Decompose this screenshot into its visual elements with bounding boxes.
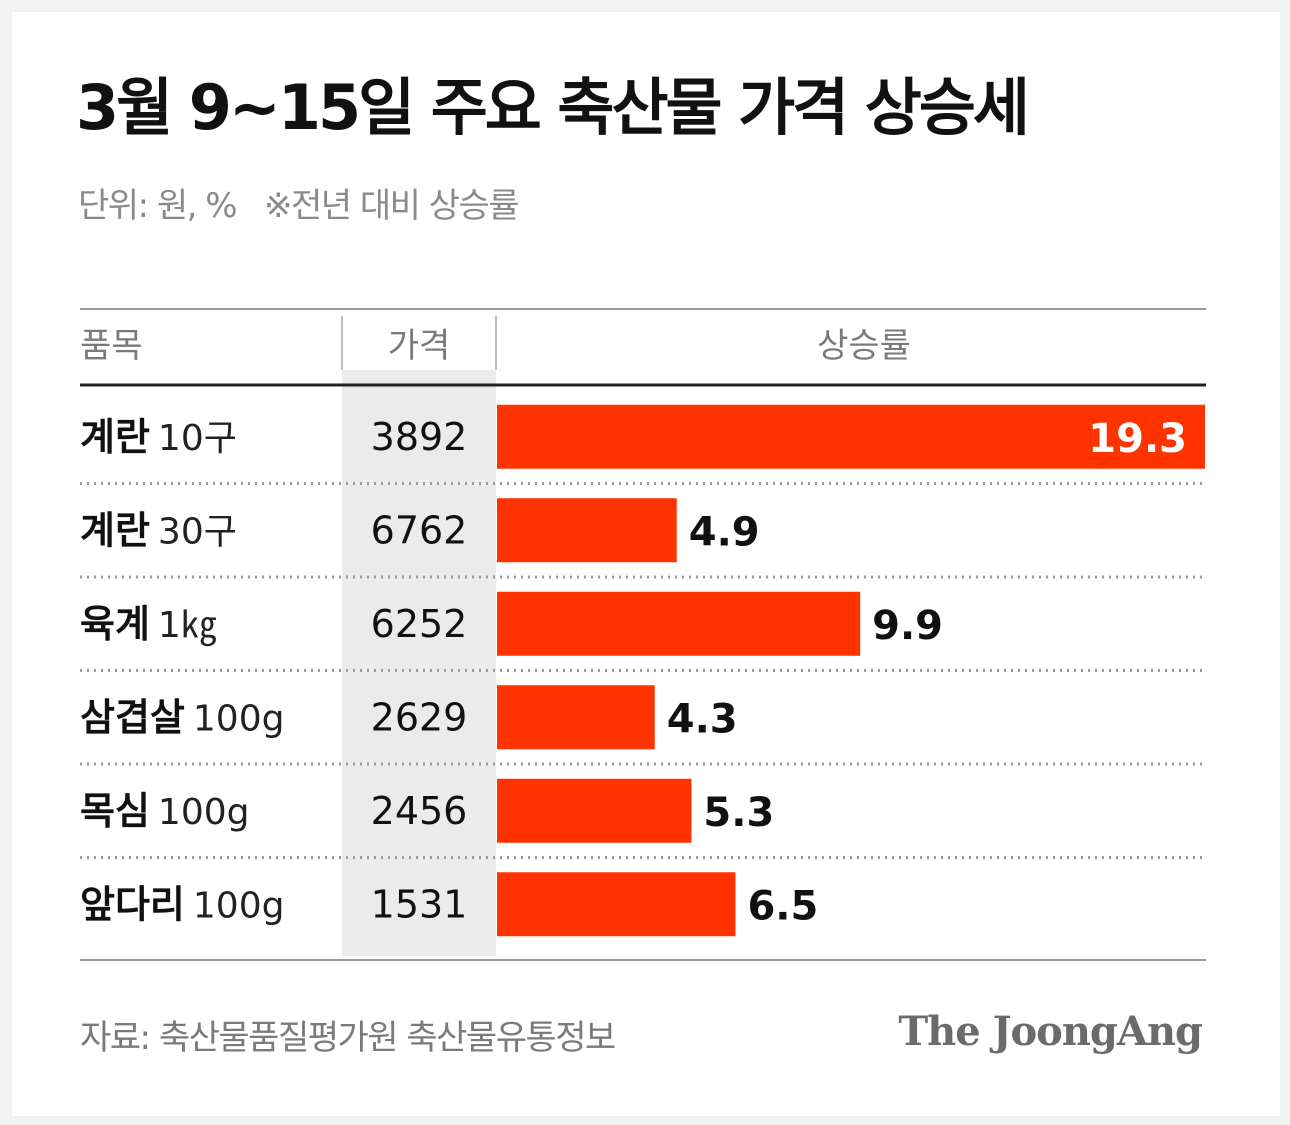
row-label: 육계 1㎏ — [80, 602, 217, 646]
rate-label: 5.3 — [703, 790, 774, 836]
rate-label: 9.9 — [872, 603, 943, 649]
rate-bar — [497, 778, 692, 843]
unit-line: 단위: 원, % ※전년 대비 상승률 — [78, 178, 520, 227]
row-name: 목심 — [80, 789, 150, 833]
rate-label: 4.9 — [689, 509, 760, 555]
row-label: 목심 100g — [80, 789, 250, 833]
row-name: 앞다리 — [80, 882, 185, 926]
chart-title: 3월 9~15일 주요 축산물 가격 상승세 — [76, 71, 1030, 144]
rate-bar — [497, 591, 861, 656]
row-name: 계란 — [80, 415, 150, 459]
row-spec: 100g — [193, 885, 285, 926]
source-note: 자료: 축산물품질평가원 축산물유통정보 — [80, 1018, 616, 1058]
row-name: 삼겹살 — [80, 695, 185, 739]
row-name: 육계 — [80, 602, 150, 646]
comparison-note: ※전년 대비 상승률 — [264, 186, 520, 226]
unit-note: 단위: 원, % — [78, 186, 238, 226]
header-price: 가격 — [388, 326, 451, 366]
row-spec: 100g — [193, 698, 285, 739]
row-price: 6762 — [371, 508, 468, 552]
row-price: 1531 — [371, 882, 468, 926]
row-label: 삼겹살 100g — [80, 695, 284, 739]
row-spec: 30구 — [158, 511, 237, 552]
row-price: 2456 — [371, 789, 468, 833]
rate-bar — [497, 404, 1205, 469]
rate-bar — [497, 872, 736, 937]
row-name: 계란 — [80, 508, 150, 552]
header-rate: 상승률 — [817, 326, 911, 366]
rate-label: 6.5 — [747, 883, 818, 929]
row-label: 계란 30구 — [80, 508, 237, 552]
row-spec: 1㎏ — [158, 605, 217, 646]
header-item: 품목 — [80, 326, 143, 366]
row-spec: 10구 — [158, 418, 237, 459]
rate-bar — [497, 685, 655, 750]
rate-label: 19.3 — [1088, 416, 1187, 462]
row-label: 앞다리 100g — [80, 882, 284, 926]
row-price: 3892 — [371, 415, 468, 459]
rate-bar — [497, 498, 677, 563]
row-price: 6252 — [371, 602, 468, 646]
row-label: 계란 10구 — [80, 415, 237, 459]
rate-label: 4.3 — [667, 696, 738, 742]
row-spec: 100g — [158, 792, 250, 833]
publisher-logo: The JoongAng — [898, 1008, 1203, 1055]
row-price: 2629 — [371, 695, 468, 739]
